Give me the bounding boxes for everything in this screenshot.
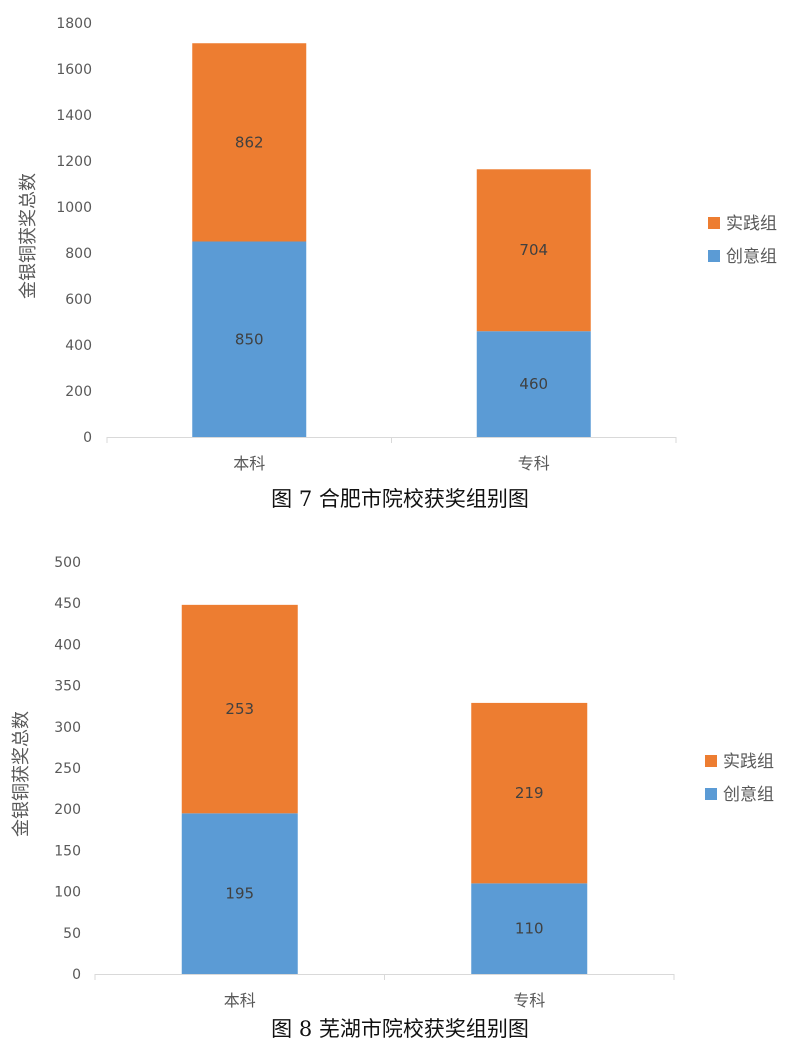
x-category-label: 本科 bbox=[233, 454, 265, 473]
y-axis-label: 金银铜获奖总数 bbox=[11, 711, 32, 837]
figure-8-caption: 图 8 芜湖市院校获奖组别图 bbox=[271, 1017, 529, 1041]
y-tick-label: 400 bbox=[54, 637, 81, 653]
bar-data-label: 110 bbox=[515, 920, 544, 938]
y-tick-label: 0 bbox=[83, 430, 92, 446]
bar-data-label: 862 bbox=[235, 133, 264, 151]
bar-segment-creative bbox=[192, 241, 307, 437]
legend-label: 实践组 bbox=[726, 214, 777, 234]
bar-segment-practice bbox=[192, 43, 307, 242]
bar-segment-creative bbox=[471, 883, 588, 974]
y-tick-label: 300 bbox=[54, 720, 81, 736]
legend-label: 创意组 bbox=[723, 785, 774, 805]
legend-label: 创意组 bbox=[726, 247, 777, 267]
y-axis-label: 金银铜获奖总数 bbox=[18, 173, 39, 299]
y-tick-label: 50 bbox=[63, 926, 81, 942]
y-tick-label: 250 bbox=[54, 761, 81, 777]
bar-data-label: 704 bbox=[519, 241, 548, 259]
y-tick-label: 450 bbox=[54, 596, 81, 612]
y-tick-label: 150 bbox=[54, 843, 81, 859]
figure-7-caption: 图 7 合肥市院校获奖组别图 bbox=[271, 487, 529, 511]
legend-swatch bbox=[708, 217, 720, 229]
x-category-label: 专科 bbox=[513, 991, 545, 1010]
y-tick-label: 0 bbox=[72, 967, 81, 983]
x-category-label: 专科 bbox=[518, 454, 550, 473]
bar-segment-practice bbox=[471, 702, 588, 884]
y-tick-label: 1800 bbox=[56, 16, 92, 32]
legend-swatch bbox=[708, 250, 720, 262]
y-tick-label: 100 bbox=[54, 885, 81, 901]
bar-segment-practice bbox=[181, 604, 298, 814]
y-tick-label: 350 bbox=[54, 679, 81, 695]
bar-data-label: 195 bbox=[225, 885, 254, 903]
chart-figure-8: 0 50 100 150 200 250 300 350 400 450 500 金银铜获奖总数 195… bbox=[0, 528, 800, 1048]
legend-label: 实践组 bbox=[723, 752, 774, 772]
bar-segment-creative bbox=[181, 813, 298, 974]
bar-data-label: 850 bbox=[235, 330, 264, 348]
y-tick-label: 500 bbox=[54, 555, 81, 571]
x-category-label: 本科 bbox=[224, 991, 256, 1010]
y-tick-label: 1200 bbox=[56, 154, 92, 170]
y-tick-label: 800 bbox=[65, 246, 92, 262]
chart-7-svg: 0 200 400 600 800 1000 1200 1400 1600 1800 金银铜获奖总数… bbox=[18, 16, 777, 473]
y-tick-label: 200 bbox=[65, 384, 92, 400]
y-tick-label: 600 bbox=[65, 292, 92, 308]
legend-swatch bbox=[705, 788, 717, 800]
legend-swatch bbox=[705, 755, 717, 767]
bar-data-label: 253 bbox=[225, 700, 254, 718]
y-tick-label: 1400 bbox=[56, 108, 92, 124]
bar-segment-creative bbox=[476, 331, 591, 437]
y-tick-label: 200 bbox=[54, 802, 81, 818]
bar-data-label: 219 bbox=[515, 784, 544, 802]
y-tick-label: 1000 bbox=[56, 200, 92, 216]
y-tick-label: 400 bbox=[65, 338, 92, 354]
chart-8-svg: 0 50 100 150 200 250 300 350 400 450 500 金银铜获奖总数 195… bbox=[11, 555, 774, 1010]
bar-segment-practice bbox=[476, 169, 591, 332]
y-tick-label: 1600 bbox=[56, 62, 92, 78]
bar-data-label: 460 bbox=[519, 375, 548, 393]
chart-figure-7: 0 200 400 600 800 1000 1200 1400 1600 1800 金银铜获奖总数… bbox=[0, 0, 800, 518]
